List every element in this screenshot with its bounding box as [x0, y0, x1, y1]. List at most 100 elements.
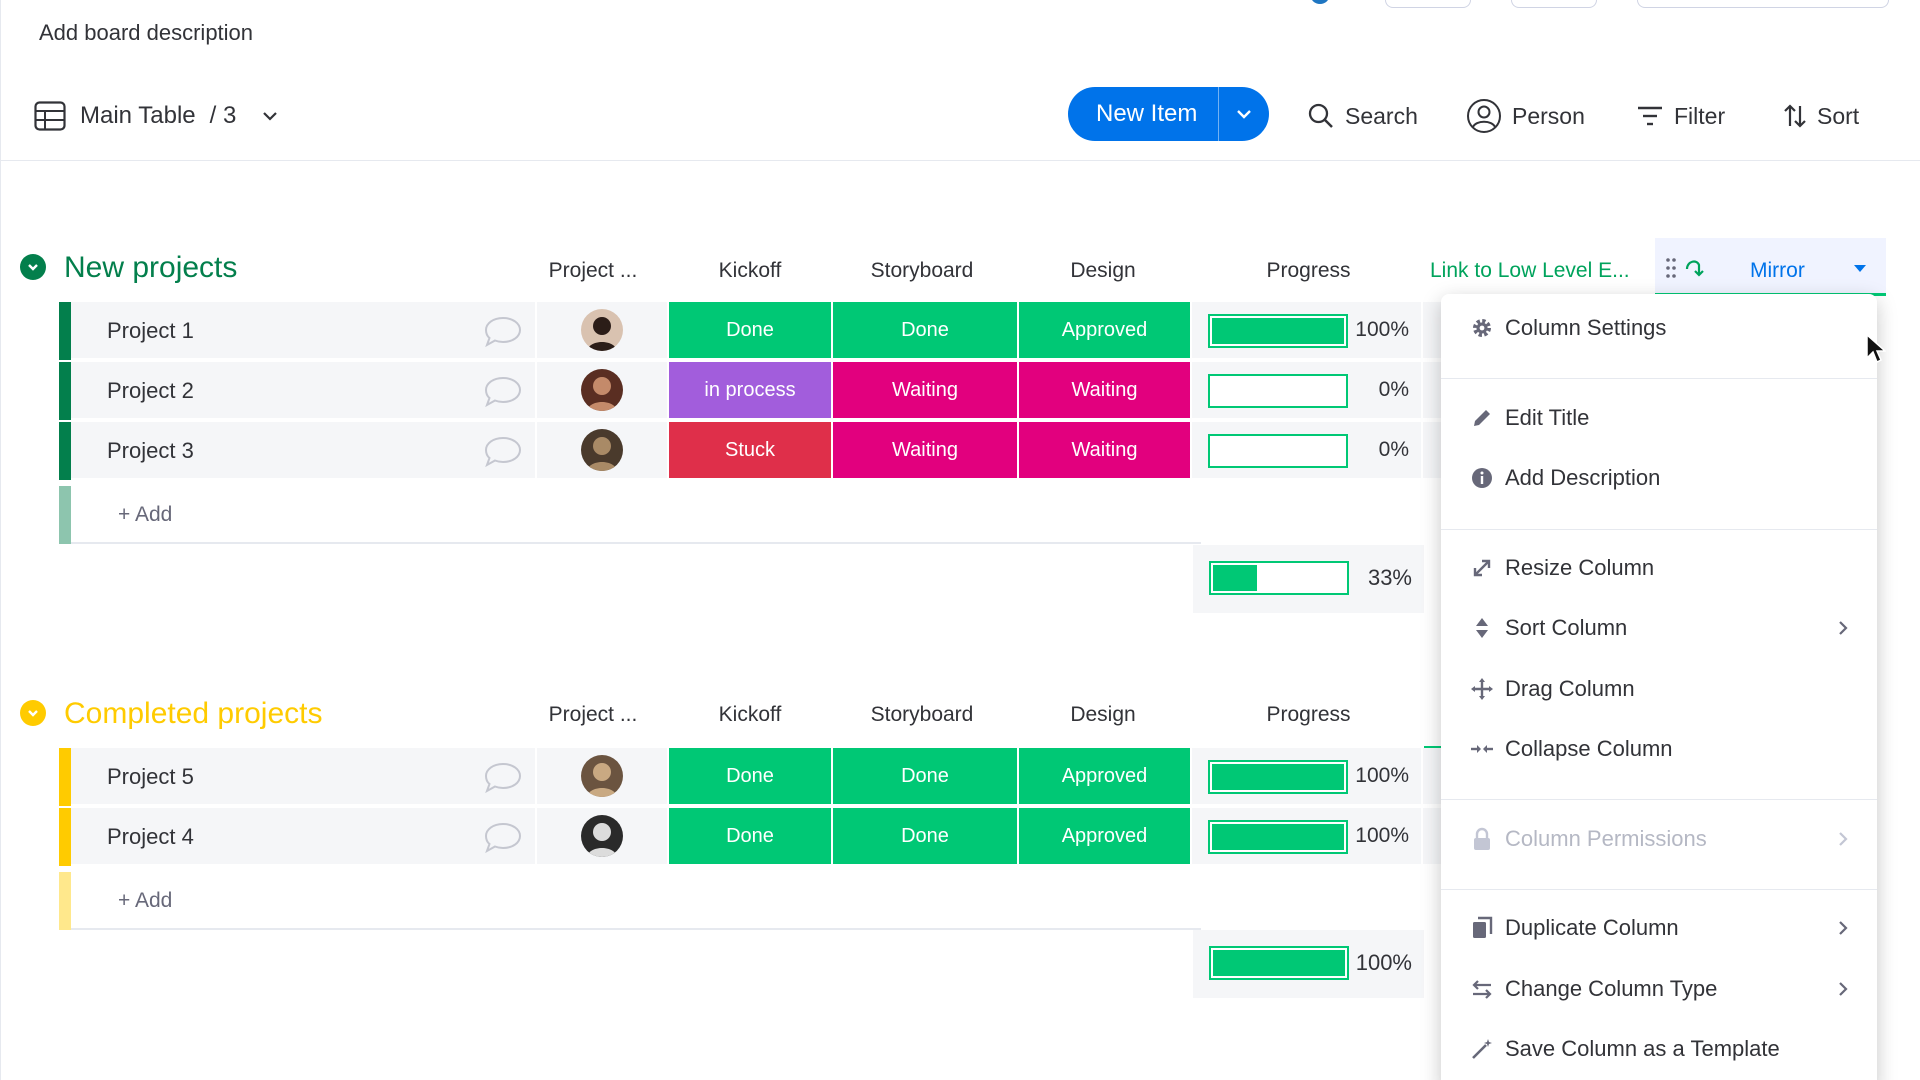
filter-button[interactable]: Filter [1636, 96, 1725, 136]
top-button-stub[interactable] [1385, 0, 1471, 8]
status-design[interactable]: Approved [1017, 748, 1190, 806]
summary-progress-bar [1209, 946, 1349, 980]
status-design[interactable]: Waiting [1017, 422, 1190, 480]
menu-item-sort-column[interactable]: Sort Column [1441, 604, 1877, 652]
column-header-person[interactable]: Project ... [548, 259, 638, 282]
menu-item-save-column-template[interactable]: Save Column as a Template [1441, 1025, 1877, 1073]
item-name[interactable]: Project 2 [107, 378, 194, 403]
menu-item-drag-column[interactable]: Drag Column [1441, 665, 1877, 713]
avatar[interactable] [581, 309, 623, 351]
menu-item-duplicate-column[interactable]: Duplicate Column [1441, 904, 1877, 952]
item-name-cell[interactable]: Project 4 [71, 808, 593, 866]
group-collapse-toggle[interactable] [20, 700, 46, 726]
magic-wand-icon [1469, 1036, 1495, 1062]
sort-icon [1469, 615, 1495, 641]
menu-item-add-description[interactable]: Add Description [1441, 454, 1877, 502]
progress-cell: 0% [1190, 422, 1421, 480]
info-icon [1469, 465, 1495, 491]
item-name-cell[interactable]: Project 1 [71, 302, 593, 360]
comment-bubble-icon[interactable] [482, 761, 524, 795]
drag-handle-icon[interactable] [1665, 257, 1677, 279]
group-title[interactable]: New projects [64, 251, 238, 284]
status-design[interactable]: Approved [1017, 302, 1190, 360]
status-storyboard[interactable]: Waiting [831, 422, 1017, 480]
status-storyboard[interactable]: Done [831, 808, 1017, 866]
column-header-mirror-cell[interactable]: Mirror [1655, 238, 1886, 296]
gear-icon [1469, 315, 1495, 341]
column-header-design[interactable]: Design [1070, 259, 1136, 282]
item-name[interactable]: Project 3 [107, 438, 194, 463]
item-name-cell[interactable]: Project 2 [71, 362, 593, 420]
avatar[interactable] [581, 815, 623, 857]
progress-bar [1208, 760, 1348, 794]
comment-bubble-icon[interactable] [482, 435, 524, 469]
person-cell[interactable] [535, 748, 667, 806]
column-header-design[interactable]: Design [1070, 703, 1136, 726]
sort-button[interactable]: Sort [1783, 96, 1859, 136]
status-storyboard[interactable]: Waiting [831, 362, 1017, 420]
top-button-stub[interactable] [1511, 0, 1597, 8]
item-name[interactable]: Project 5 [107, 764, 194, 789]
status-storyboard[interactable]: Done [831, 302, 1017, 360]
column-header-person[interactable]: Project ... [548, 703, 638, 726]
column-header-kickoff[interactable]: Kickoff [718, 703, 782, 726]
item-name[interactable]: Project 1 [107, 318, 194, 343]
column-header-kickoff[interactable]: Kickoff [718, 259, 782, 282]
caret-down-icon[interactable] [1852, 262, 1868, 274]
avatar[interactable] [581, 429, 623, 471]
menu-item-collapse-column[interactable]: Collapse Column [1441, 725, 1877, 773]
menu-divider [1441, 889, 1877, 890]
add-item-cell[interactable]: + Add [71, 872, 1201, 930]
new-item-button[interactable]: New Item [1068, 87, 1269, 141]
status-design[interactable]: Approved [1017, 808, 1190, 866]
summary-progress-bar [1209, 561, 1349, 595]
column-header-progress[interactable]: Progress [1266, 703, 1351, 726]
comment-bubble-icon[interactable] [482, 821, 524, 855]
comment-bubble-icon[interactable] [482, 375, 524, 409]
group-title[interactable]: Completed projects [64, 697, 323, 730]
column-header-storyboard[interactable]: Storyboard [870, 703, 974, 726]
person-cell[interactable] [535, 302, 667, 360]
menu-item-label: Column Permissions [1505, 826, 1707, 851]
avatar[interactable] [581, 369, 623, 411]
status-kickoff[interactable]: Done [667, 808, 831, 866]
add-item-cell[interactable]: + Add [71, 486, 1201, 544]
status-design[interactable]: Waiting [1017, 362, 1190, 420]
menu-item-column-settings[interactable]: Column Settings [1441, 304, 1877, 352]
avatar[interactable] [581, 755, 623, 797]
person-filter-button[interactable]: Person [1466, 96, 1585, 136]
comment-bubble-icon[interactable] [482, 315, 524, 349]
person-label: Person [1512, 102, 1585, 129]
view-tab-main-table[interactable]: Main Table / 3 [34, 96, 280, 136]
duplicate-icon [1469, 915, 1495, 941]
column-header-storyboard[interactable]: Storyboard [870, 259, 974, 282]
board-description[interactable]: Add board description [39, 20, 254, 45]
search-button[interactable]: Search [1307, 96, 1418, 136]
person-cell[interactable] [535, 808, 667, 866]
menu-divider [1441, 529, 1877, 530]
menu-item-resize-column[interactable]: Resize Column [1441, 544, 1877, 592]
status-kickoff[interactable]: Done [667, 748, 831, 806]
add-item-row[interactable]: + Add [59, 872, 1459, 930]
add-item-row[interactable]: + Add [59, 486, 1459, 544]
status-storyboard[interactable]: Done [831, 748, 1017, 806]
column-header-progress[interactable]: Progress [1266, 259, 1351, 282]
person-cell[interactable] [535, 422, 667, 480]
item-name[interactable]: Project 4 [107, 824, 194, 849]
menu-item-label: Duplicate Column [1505, 915, 1679, 940]
header-divider [0, 160, 1920, 161]
item-name-cell[interactable]: Project 3 [71, 422, 593, 480]
swap-icon [1469, 976, 1495, 1002]
menu-item-change-column-type[interactable]: Change Column Type [1441, 965, 1877, 1013]
status-kickoff[interactable]: Stuck [667, 422, 831, 480]
status-kickoff[interactable]: Done [667, 302, 831, 360]
item-name-cell[interactable]: Project 5 [71, 748, 593, 806]
person-cell[interactable] [535, 362, 667, 420]
new-item-dropdown-button[interactable] [1219, 104, 1269, 124]
column-header-link[interactable]: Link to Low Level E... [1430, 259, 1630, 282]
group-collapse-toggle[interactable] [20, 254, 46, 280]
menu-item-edit-title[interactable]: Edit Title [1441, 394, 1877, 442]
chevron-down-icon[interactable] [260, 106, 280, 126]
status-kickoff[interactable]: in process [667, 362, 831, 420]
top-button-stub[interactable] [1637, 0, 1889, 8]
